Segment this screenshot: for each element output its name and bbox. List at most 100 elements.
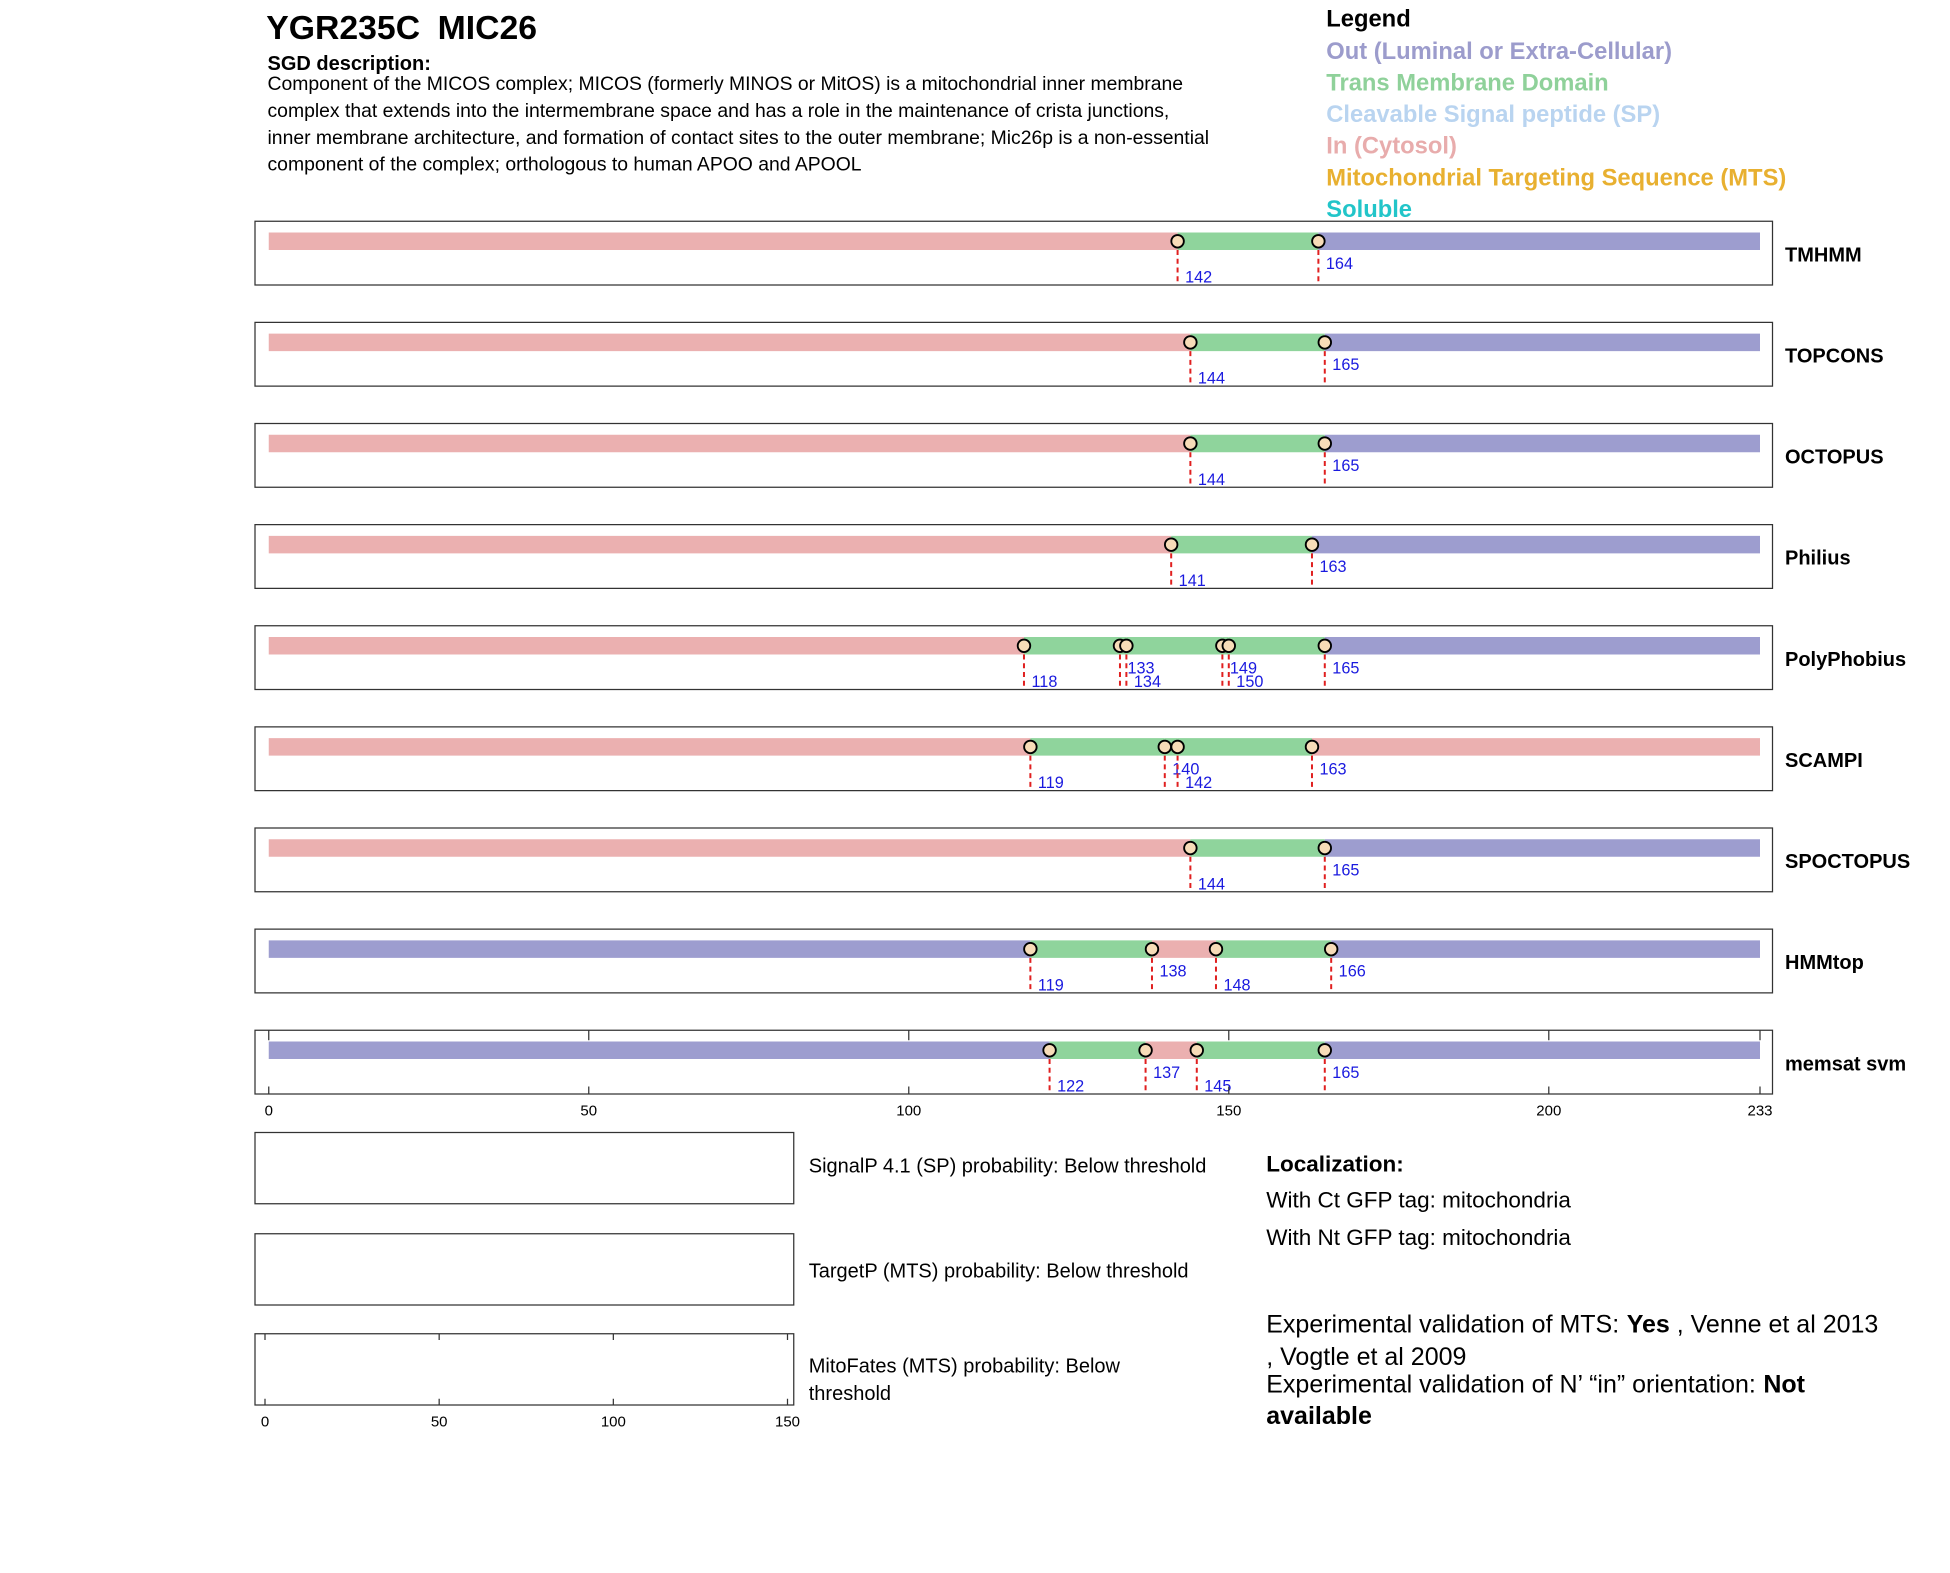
boundary-label: 144 [1198,875,1225,893]
legend-entry: Mitochondrial Targeting Sequence (MTS) [1326,164,1786,191]
boundary-label: 122 [1057,1078,1084,1096]
region-bar [1177,232,1319,250]
region-bar [268,839,1191,857]
boundary-marker [1189,1043,1204,1058]
boundary-marker [1183,840,1198,856]
region-bar [1311,738,1760,756]
boundary-marker [1042,1043,1057,1058]
region-bar [1151,940,1216,958]
track-box [254,1029,1774,1095]
boundary-label: 142 [1185,774,1212,792]
boundary-marker [1317,335,1332,350]
boundary-label: 165 [1332,862,1359,880]
signalp-text: SignalP 4.1 (SP) probability: Below thre… [809,1156,1207,1178]
boundary-label: 140 [1172,760,1199,778]
region-bar [268,535,1172,554]
region-bar [1145,1041,1197,1059]
region-bar [268,738,1031,756]
region-bar [1126,637,1223,655]
region-bar [1049,1041,1146,1059]
predictor-name: PolyPhobius [1785,649,1906,671]
predictor-name: HMMtop [1785,952,1864,974]
boundary-marker [1304,537,1320,552]
region-bar [1196,1041,1325,1059]
boundary-label: 165 [1332,659,1359,677]
region-bar [1023,637,1120,655]
mts-value: Yes [1627,1311,1670,1339]
legend-entry: Soluble [1326,196,1412,223]
orientation-value: Not [1763,1371,1805,1399]
description-label: SGD description: [268,53,431,75]
boundary-marker [1157,739,1172,755]
region-bar [1324,1041,1760,1059]
track-box [254,422,1774,488]
mts-label: Experimental validation of MTS: [1266,1311,1619,1339]
region-bar [1030,940,1152,958]
region-bar [268,940,1031,958]
description-line: component of the complex; orthologous to… [268,154,862,176]
x-tick-label: 100 [896,1102,921,1119]
localization-nt: With Nt GFP tag: mitochondria [1266,1225,1571,1250]
x-tick-label: 100 [601,1413,626,1430]
gene-title: YGR235C MIC26 [266,9,537,47]
x-tick-label: 150 [775,1413,800,1430]
boundary-label: 163 [1319,558,1346,576]
prob-box [254,1131,795,1205]
predictor-name: TMHMM [1785,244,1862,266]
legend: Out (Luminal or Extra-Cellular) Trans Mem… [1326,38,1786,223]
boundary-label: 134 [1134,673,1161,691]
mts-ref: , Venne et al 2013 [1670,1311,1879,1339]
boundary-label: 142 [1185,269,1212,287]
description-line: inner membrane architecture, and formati… [268,127,1210,149]
region-bar [268,637,1024,655]
boundary-marker [1311,234,1326,249]
x-tick-label: 200 [1536,1102,1561,1119]
boundary-label: 144 [1198,471,1225,489]
region-bar [1171,535,1312,554]
legend-title: Legend [1326,5,1410,32]
localization-ct: With Ct GFP tag: mitochondria [1266,1188,1571,1213]
region-bar [1311,535,1760,554]
predictor-name: memsat svm [1785,1053,1906,1075]
boundary-label: 150 [1236,673,1263,691]
track-box [254,827,1774,893]
boundary-marker [1016,638,1032,653]
boundary-label: 144 [1198,370,1225,388]
boundary-label: 145 [1204,1078,1231,1096]
targetp-text: TargetP (MTS) probability: Below thresho… [809,1261,1189,1283]
boundary-label: 148 [1223,976,1250,994]
predictor-name: TOPCONS [1785,345,1884,367]
region-bar [268,1041,1050,1059]
mts-ref-cont: , Vogtle et al 2009 [1266,1343,1466,1371]
description: Component of the MICOS complex; MICOS (f… [268,73,1210,176]
region-bar [1030,738,1165,756]
gene-name: MIC26 [438,9,537,47]
boundary-label: 118 [1031,673,1057,691]
region-bar [1177,738,1312,756]
orientation-value-cont: available [1266,1402,1372,1430]
region-bar [1324,434,1760,453]
region-bar [1324,333,1760,352]
orientation-validation: Experimental validation of N’ “in” orien… [1266,1371,1805,1399]
boundary-label: 166 [1339,963,1366,981]
track-box [254,524,1774,590]
boundary-label: 165 [1332,457,1359,475]
prob-box [254,1333,795,1406]
region-bar [1190,839,1325,857]
description-line: Component of the MICOS complex; MICOS (f… [268,73,1184,95]
region-bar [1324,637,1760,655]
region-bar [1331,940,1760,958]
boundary-marker [1023,941,1038,957]
track-box [254,321,1774,387]
boundary-label: 141 [1179,572,1206,590]
region-bar [1190,434,1325,453]
track-box [254,220,1774,286]
prob-box [254,1233,795,1306]
x-tick-label: 150 [1216,1102,1241,1119]
track-box [254,726,1774,792]
region-bar [1324,839,1760,857]
boundary-label: 119 [1038,976,1064,994]
predictor-name: OCTOPUS [1785,447,1884,469]
legend-entry: Cleavable Signal peptide (SP) [1326,101,1660,128]
